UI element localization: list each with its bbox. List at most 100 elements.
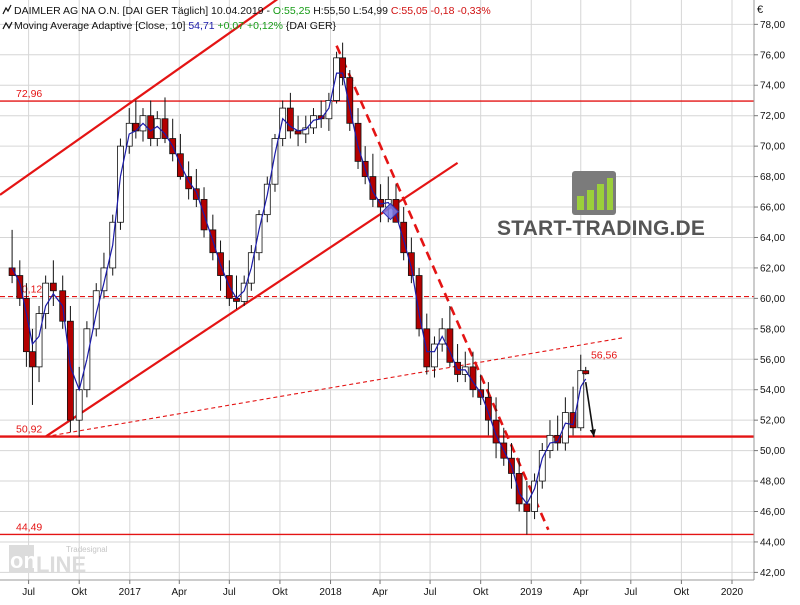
annotations: 56,56 [381, 202, 617, 438]
bar-chart-logo-icon [572, 171, 616, 215]
candle-body [369, 176, 377, 200]
badge-top-text: Tradesignal [66, 545, 108, 554]
chart-header: DAIMLER AG NA O.N. [DAI GER Täglich] 10.… [2, 4, 491, 32]
candle-body [415, 275, 423, 330]
y-tick-label: 78,00 [760, 20, 785, 31]
candle-body [531, 480, 538, 512]
y-tick-label: 74,00 [760, 81, 785, 92]
x-tick-label: 2018 [319, 587, 342, 598]
candle-body [132, 122, 140, 132]
ma-change: +0,07 +0,12% [215, 20, 286, 32]
y-tick-label: 76,00 [760, 50, 785, 61]
badge-main-left: on [10, 548, 37, 573]
y-tick-label: 56,00 [760, 355, 785, 366]
y-tick-label: 66,00 [760, 203, 785, 214]
header-line-1: DAIMLER AG NA O.N. [DAI GER Täglich] 10.… [14, 5, 491, 17]
candle-body [49, 282, 57, 292]
candle-body [75, 389, 83, 421]
x-tick-label: Okt [674, 587, 690, 598]
horizontal-level-label: 44,49 [16, 521, 42, 533]
y-tick-label: 62,00 [760, 263, 785, 274]
y-tick-label: 44,00 [760, 537, 785, 548]
candle-body [42, 282, 50, 314]
x-tick-label: Okt [473, 587, 489, 598]
header-high-low: H:55,50 L:54,99 [310, 5, 391, 17]
intersection-diamond-marker [381, 202, 400, 221]
candle-body [240, 282, 248, 302]
candle-body [271, 138, 279, 185]
y-tick-label: 46,00 [760, 507, 785, 518]
horizontal-gridlines [0, 23, 754, 573]
candle-body [407, 252, 415, 276]
x-tick-label: 2017 [119, 587, 142, 598]
header-line-2: Moving Average Adaptive [Close, 10] 54,7… [14, 20, 337, 32]
candle-body [302, 127, 310, 135]
candle-body [100, 267, 108, 292]
x-tick-label: Apr [573, 587, 589, 598]
candle-body [161, 118, 169, 139]
down-arrow-shaft [584, 381, 595, 438]
ma-value: 54,71 [188, 20, 214, 32]
y-tick-label: 70,00 [760, 142, 785, 153]
x-tick-label: Jul [424, 587, 437, 598]
candle-body [339, 57, 347, 79]
x-tick-label: Jul [22, 587, 35, 598]
candle-body [92, 290, 100, 330]
x-tick-label: Apr [372, 587, 388, 598]
header-close: C:55,05 -0,18 -0,33% [391, 5, 491, 17]
candle-body [346, 77, 354, 124]
candle-body [16, 275, 24, 299]
candle-body [400, 221, 408, 254]
y-tick-label: 54,00 [760, 385, 785, 396]
candle-body [279, 107, 287, 139]
candle-body [35, 313, 43, 368]
y-tick-label: 42,00 [760, 568, 785, 579]
y-axis-panel [754, 0, 800, 580]
moving-average-line [11, 72, 587, 506]
candle-body [333, 57, 340, 101]
candle-body [263, 183, 271, 216]
badge-block [9, 545, 34, 573]
y-tick-label: 52,00 [760, 416, 785, 427]
down-arrow-head [589, 429, 596, 437]
trendline [0, 0, 279, 196]
candle-body [515, 473, 523, 505]
candle-body [147, 115, 155, 139]
x-tick-label: 2019 [520, 587, 543, 598]
price-annotation-label: 56,56 [591, 350, 617, 362]
candle-body [582, 370, 590, 375]
trendline [335, 45, 550, 531]
candle-body [66, 320, 74, 421]
candle-body [29, 351, 36, 368]
x-tick-label: Apr [172, 587, 188, 598]
x-axis-panel [0, 580, 800, 600]
y-tick-label: 48,00 [760, 477, 785, 488]
watermark-brand-text: START-TRADING.DE [497, 217, 705, 240]
candle-body [22, 297, 30, 353]
chart-line-icon [2, 4, 12, 15]
x-tick-label: Jul [223, 587, 236, 598]
candle-body [423, 328, 431, 368]
currency-label: € [757, 4, 763, 16]
candle-body [255, 214, 263, 254]
y-tick-label: 72,00 [760, 111, 785, 122]
moving-average-icon [2, 21, 13, 30]
x-tick-label: Okt [272, 587, 288, 598]
y-tick-label: 58,00 [760, 324, 785, 335]
candle-body [431, 343, 438, 368]
candle-body [554, 434, 562, 444]
candle-body [538, 450, 546, 482]
candle-body [325, 100, 333, 120]
y-tick-label: 50,00 [760, 446, 785, 457]
x-tick-label: Okt [71, 587, 87, 598]
candle-body [569, 412, 577, 429]
candle-body [484, 396, 492, 421]
horizontal-level-label: 72,96 [16, 88, 42, 100]
vertical-gridlines [28, 0, 733, 580]
candle-body [192, 188, 200, 200]
y-tick-label: 60,00 [760, 294, 785, 305]
y-tick-label: 64,00 [760, 233, 785, 244]
